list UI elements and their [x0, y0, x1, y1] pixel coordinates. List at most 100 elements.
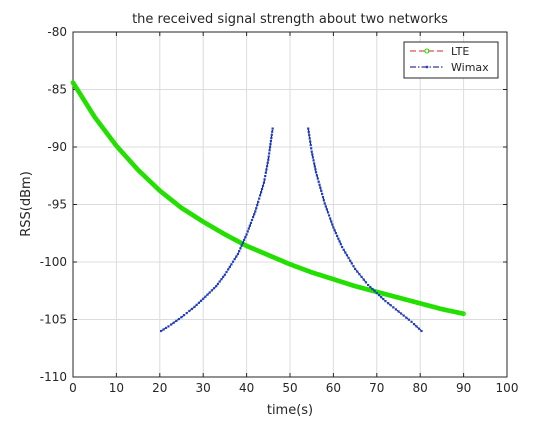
- data-point: [313, 165, 316, 168]
- data-point: [167, 325, 170, 328]
- data-point: [238, 250, 241, 253]
- data-point: [407, 318, 411, 321]
- data-point: [324, 205, 327, 208]
- x-tick-label: 100: [496, 381, 519, 395]
- data-point: [235, 255, 238, 258]
- data-point: [225, 270, 228, 274]
- data-point: [331, 223, 334, 226]
- data-point: [400, 312, 403, 315]
- data-point: [339, 243, 342, 246]
- data-point: [227, 268, 230, 271]
- data-point: [321, 192, 324, 196]
- data-point: [243, 238, 246, 242]
- data-point: [371, 287, 374, 291]
- data-point: [308, 137, 311, 140]
- data-point: [231, 260, 235, 263]
- data-point: [392, 306, 395, 309]
- data-point: [267, 155, 270, 158]
- data-point: [352, 265, 355, 268]
- x-tick-label: 0: [69, 381, 77, 395]
- legend: LTE Wimax: [403, 41, 499, 79]
- data-point: [241, 241, 244, 244]
- data-point: [239, 247, 242, 250]
- data-point: [164, 326, 168, 330]
- data-point: [265, 168, 268, 171]
- data-point: [367, 283, 370, 287]
- data-point: [358, 273, 361, 276]
- data-point: [323, 202, 326, 205]
- data-point: [259, 191, 263, 194]
- data-point: [162, 328, 165, 331]
- legend-label: Wimax: [451, 61, 489, 74]
- data-point: [169, 323, 173, 326]
- data-point: [345, 254, 349, 257]
- data-point: [177, 317, 180, 321]
- series-lines: [70, 80, 466, 333]
- data-point: [333, 229, 336, 232]
- data-point: [269, 143, 272, 146]
- y-tick-label: -100: [40, 255, 67, 269]
- axis-ticks: 0 10 20 30 40 50 60 70 80 90 100 -110 -105 -100 -95 -90…: [40, 25, 519, 395]
- data-point: [309, 143, 312, 147]
- data-point: [188, 309, 191, 313]
- y-tick-label: -80: [47, 25, 67, 39]
- data-point: [340, 245, 344, 249]
- data-point: [248, 224, 251, 227]
- data-point: [212, 287, 216, 290]
- data-point: [271, 127, 274, 130]
- data-point: [258, 197, 261, 200]
- data-point: [311, 156, 315, 159]
- x-tick-label: 40: [239, 381, 254, 395]
- data-point: [350, 262, 353, 265]
- data-point: [313, 162, 316, 165]
- data-point: [206, 293, 209, 296]
- y-tick-label: -105: [40, 313, 67, 327]
- data-point: [216, 282, 220, 285]
- data-point: [337, 237, 340, 240]
- data-point: [193, 305, 196, 308]
- data-point: [256, 203, 259, 207]
- data-point: [397, 310, 400, 313]
- data-point: [265, 165, 269, 168]
- data-point: [202, 297, 205, 300]
- data-point: [236, 252, 240, 256]
- data-point: [330, 220, 333, 223]
- data-point: [360, 275, 363, 279]
- x-tick-label: 30: [196, 381, 211, 395]
- data-point: [420, 329, 423, 333]
- data-point: [307, 130, 310, 133]
- data-point: [268, 152, 271, 155]
- x-axis-label: time(s): [267, 403, 313, 418]
- data-point: [264, 174, 267, 178]
- data-point: [326, 211, 330, 214]
- data-point: [461, 311, 466, 317]
- data-point: [220, 278, 223, 281]
- data-point: [268, 146, 272, 149]
- series-lte: [70, 80, 466, 317]
- data-point: [263, 178, 266, 181]
- data-point: [271, 130, 274, 133]
- data-point: [369, 285, 372, 289]
- data-point: [247, 227, 250, 230]
- data-point: [322, 199, 325, 202]
- data-point: [210, 289, 213, 292]
- data-point: [269, 139, 272, 143]
- data-point: [316, 177, 319, 180]
- data-point: [382, 297, 385, 301]
- data-point: [320, 189, 323, 193]
- legend-marker: [425, 65, 429, 69]
- data-point: [307, 127, 310, 130]
- data-point: [222, 275, 225, 279]
- data-point: [260, 187, 264, 191]
- data-point: [373, 289, 376, 293]
- data-point: [228, 265, 231, 268]
- data-point: [268, 149, 271, 152]
- data-point: [349, 259, 352, 262]
- data-point: [185, 311, 188, 315]
- data-point: [264, 171, 267, 174]
- data-point: [332, 226, 335, 229]
- legend-box: [403, 41, 499, 79]
- data-point: [252, 216, 255, 219]
